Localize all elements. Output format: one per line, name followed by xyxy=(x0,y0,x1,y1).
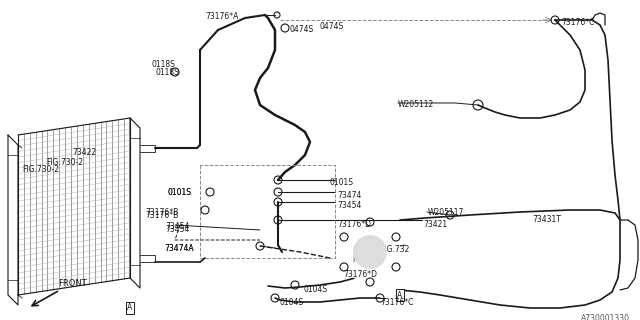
Text: 73176*D: 73176*D xyxy=(337,220,371,229)
Text: 73454: 73454 xyxy=(337,201,362,210)
Circle shape xyxy=(340,222,400,282)
Text: 73454: 73454 xyxy=(165,225,189,234)
Text: FIG.732: FIG.732 xyxy=(380,245,410,254)
Text: 73474A: 73474A xyxy=(164,244,194,253)
Text: 73421: 73421 xyxy=(423,220,447,229)
Text: FIG.732: FIG.732 xyxy=(352,255,381,264)
Text: FRONT: FRONT xyxy=(58,279,87,288)
Text: 73474: 73474 xyxy=(337,191,362,200)
Text: A: A xyxy=(127,303,132,313)
Text: 0101S: 0101S xyxy=(167,188,191,197)
Text: W205112: W205112 xyxy=(398,100,435,109)
Text: 73431T: 73431T xyxy=(532,215,561,224)
Text: W205117: W205117 xyxy=(428,208,465,217)
Text: A730001330: A730001330 xyxy=(581,314,630,320)
Text: 0474S: 0474S xyxy=(320,22,344,31)
Text: 73176*B: 73176*B xyxy=(145,211,179,220)
Text: 73176*C: 73176*C xyxy=(380,298,413,307)
Text: A: A xyxy=(397,291,403,300)
Text: 0101S: 0101S xyxy=(330,178,354,187)
Text: 73474A: 73474A xyxy=(164,244,194,253)
Text: 0104S: 0104S xyxy=(303,285,327,294)
Text: 73454: 73454 xyxy=(165,222,189,231)
Text: 0104S: 0104S xyxy=(280,298,304,307)
Circle shape xyxy=(353,236,387,268)
Text: 0474S: 0474S xyxy=(290,25,314,34)
Text: 73176*B: 73176*B xyxy=(145,208,179,217)
Text: 73176*C: 73176*C xyxy=(561,18,595,27)
Text: 73176*D: 73176*D xyxy=(343,270,377,279)
Text: 73176*A: 73176*A xyxy=(205,12,238,21)
Text: 0118S: 0118S xyxy=(155,68,179,77)
Text: 0101S: 0101S xyxy=(167,188,191,197)
Text: FIG.730-2: FIG.730-2 xyxy=(46,158,83,167)
Text: 73422: 73422 xyxy=(72,148,96,157)
Text: FIG.730-2: FIG.730-2 xyxy=(22,165,59,174)
Text: 0118S: 0118S xyxy=(152,60,176,69)
